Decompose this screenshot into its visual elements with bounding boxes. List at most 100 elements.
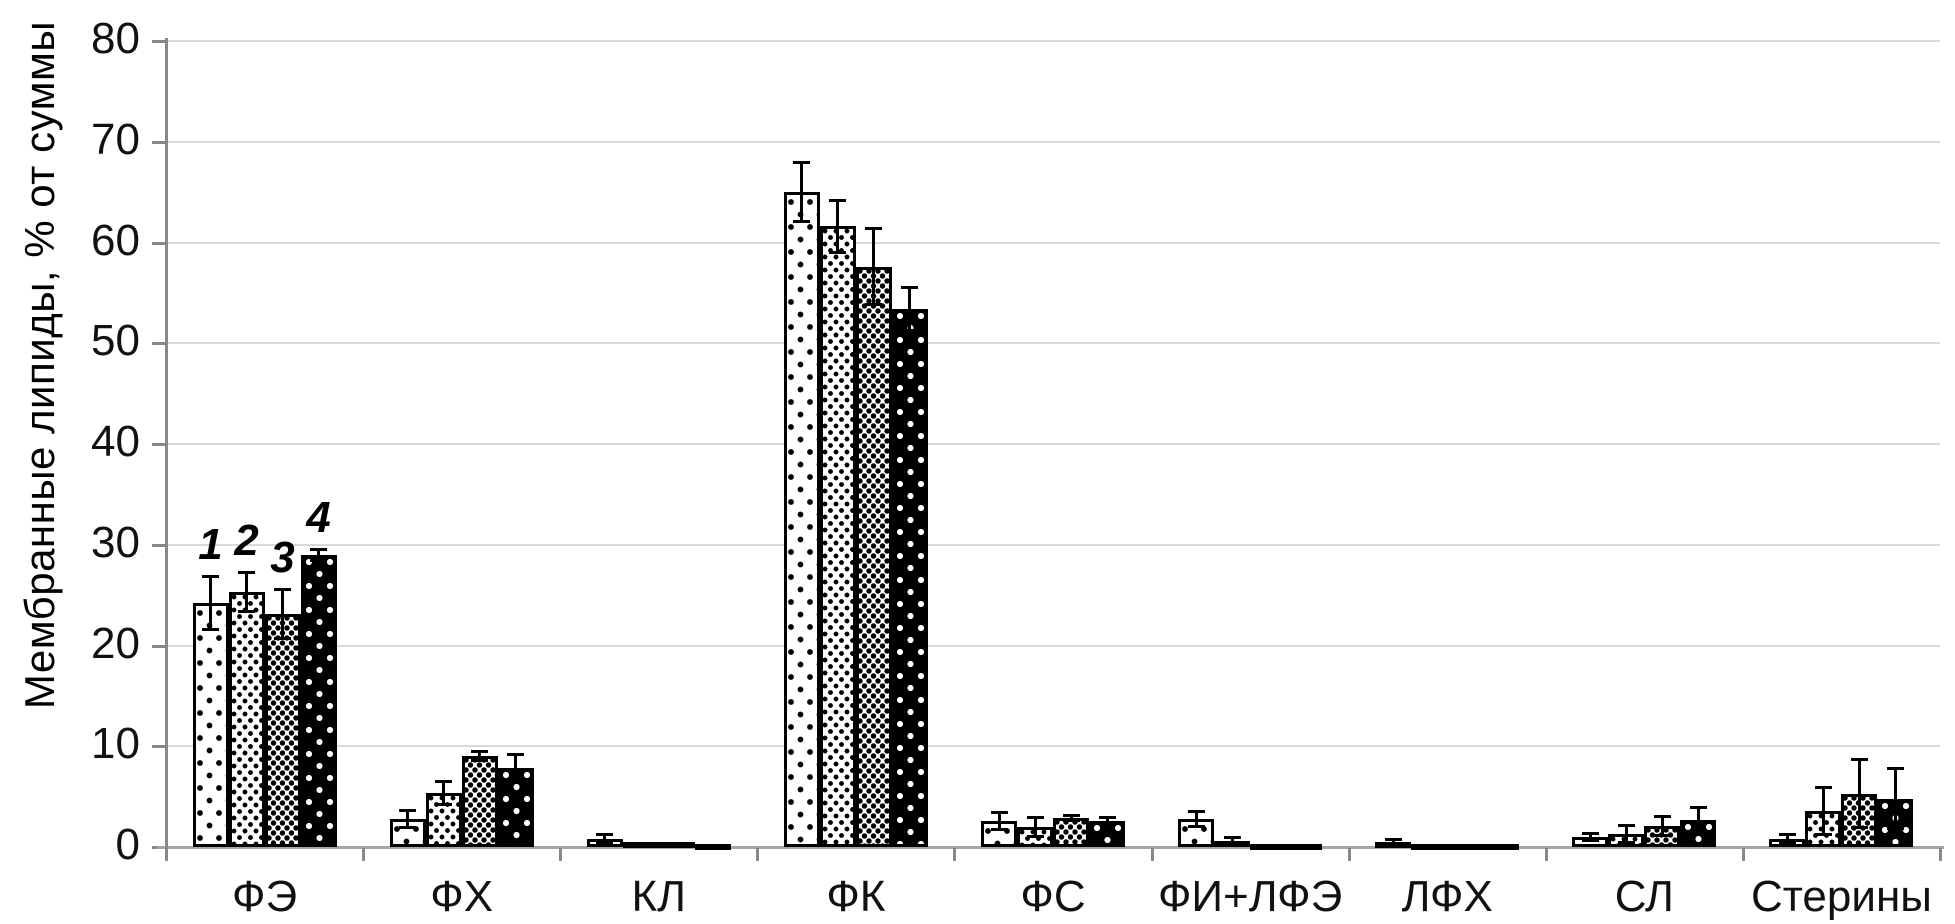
y-tick-label: 20	[91, 618, 140, 668]
error-bar-cap	[1886, 767, 1904, 771]
error-bar-cap	[793, 160, 811, 164]
error-bar-cap	[202, 628, 220, 632]
error-bar	[1624, 824, 1628, 843]
x-axis-tick	[1939, 848, 1942, 861]
error-bar	[514, 754, 518, 783]
error-bar-cap	[1689, 805, 1707, 809]
error-bar-cap	[435, 779, 453, 783]
error-bar	[1821, 786, 1825, 835]
x-axis-tick	[165, 848, 168, 861]
series-point-label: 4	[306, 492, 331, 542]
error-bar	[281, 589, 285, 640]
error-bar	[1893, 768, 1897, 829]
error-bar	[1696, 806, 1700, 833]
y-axis-tick	[152, 543, 166, 547]
error-bar	[908, 286, 912, 332]
error-bar-cap	[865, 302, 883, 306]
error-bar-cap	[829, 199, 847, 203]
bar-series-2-КЛ	[622, 841, 659, 848]
y-axis-tick	[152, 342, 166, 346]
gridline	[166, 241, 1940, 244]
error-bar-cap	[507, 780, 525, 784]
gridline	[166, 40, 1940, 42]
error-bar	[836, 200, 840, 253]
x-axis-tick	[953, 848, 957, 861]
y-tick-label: 0	[115, 820, 140, 869]
bar-series-3-ФХ	[461, 756, 498, 847]
bar-series-3-КЛ	[658, 841, 695, 848]
bar-series-3-ЛФХ	[1447, 844, 1484, 850]
bar-series-3-ФИ+ЛФЭ	[1250, 844, 1287, 850]
x-axis-tick	[1544, 848, 1548, 861]
series-point-label: 1	[198, 519, 223, 569]
error-bar-cap	[238, 610, 256, 614]
error-bar	[1105, 816, 1109, 825]
y-axis-tick	[152, 745, 166, 749]
error-bar-cap	[990, 810, 1008, 814]
error-bar-cap	[507, 753, 525, 757]
error-bar	[872, 228, 876, 305]
bar-series-1-ФК	[783, 192, 820, 847]
x-category-label: ФИ+ЛФЭ	[1157, 872, 1343, 921]
error-bar	[1033, 816, 1037, 837]
error-bar-cap	[399, 825, 417, 829]
x-category-label: ФХ	[430, 872, 494, 921]
error-bar	[1069, 814, 1073, 821]
x-axis-tick	[559, 848, 563, 861]
error-bar-cap	[1850, 758, 1868, 762]
error-bar-cap	[793, 220, 811, 224]
bar-series-4-ФЭ	[300, 554, 337, 847]
error-bar	[317, 548, 321, 561]
error-bar-cap	[274, 588, 292, 592]
bar-series-4-ФИ+ЛФЭ	[1286, 844, 1323, 850]
error-bar-cap	[1581, 831, 1599, 835]
error-bar-cap	[1187, 824, 1205, 828]
error-bar-cap	[1062, 813, 1080, 817]
error-bar-cap	[1814, 832, 1832, 836]
error-bar	[209, 575, 213, 631]
error-bar-cap	[901, 329, 919, 333]
gridline	[166, 140, 1940, 143]
y-tick-label: 30	[91, 517, 140, 567]
x-category-label: ФЭ	[232, 872, 298, 921]
x-category-label: ЛФХ	[1401, 872, 1493, 921]
x-category-label: ФС	[1020, 872, 1086, 921]
bar-series-2-ФК	[819, 226, 856, 847]
y-axis-tick	[152, 241, 166, 245]
error-bar-cap	[990, 827, 1008, 831]
bar-series-1-ФЭ	[192, 603, 229, 847]
error-bar-cap	[1617, 840, 1635, 844]
error-bar	[478, 751, 482, 762]
bar-series-3-ФЭ	[264, 614, 301, 847]
x-axis-tick	[362, 848, 366, 861]
error-bar-cap	[1617, 823, 1635, 827]
error-bar-cap	[202, 574, 220, 578]
error-bar-cap	[1223, 842, 1241, 846]
bar-series-3-ФС	[1053, 817, 1089, 847]
error-bar-cap	[1581, 838, 1599, 842]
error-bar-cap	[1026, 834, 1044, 838]
bar-series-4-ЛФХ	[1483, 844, 1520, 850]
error-bar-cap	[865, 227, 883, 231]
x-axis-tick	[756, 848, 760, 861]
x-axis-tick	[1347, 848, 1351, 861]
x-category-label: КЛ	[631, 872, 687, 921]
y-axis-tick	[152, 644, 166, 648]
error-bar-cap	[471, 759, 489, 763]
error-bar	[800, 161, 804, 223]
error-bar	[1194, 810, 1198, 827]
gridline	[166, 443, 1940, 445]
error-bar-cap	[1653, 833, 1671, 837]
error-bar-cap	[1098, 815, 1116, 819]
error-bar-cap	[310, 558, 328, 562]
y-tick-label: 10	[91, 719, 140, 769]
x-axis-tick	[1150, 848, 1154, 861]
error-bar	[245, 571, 249, 613]
error-bar-cap	[1026, 815, 1044, 819]
error-bar-cap	[1814, 785, 1832, 789]
y-tick-label: 80	[91, 14, 140, 63]
y-tick-label: 60	[91, 215, 140, 265]
error-bar-cap	[1850, 825, 1868, 829]
bar-series-3-ФК	[855, 266, 892, 847]
